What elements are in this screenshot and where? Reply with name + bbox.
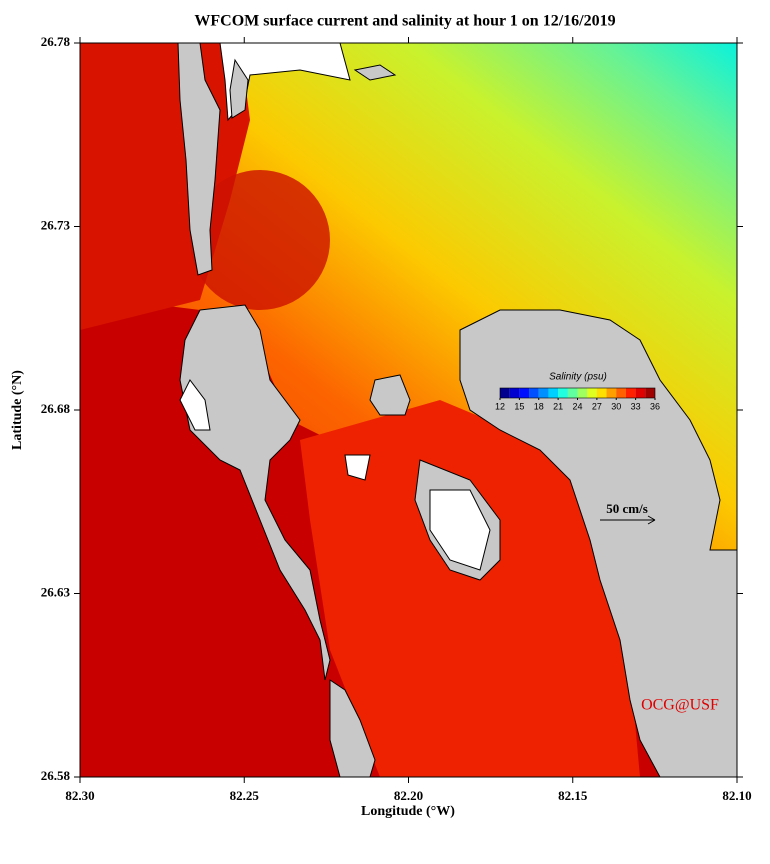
- scale-arrow: [600, 515, 656, 525]
- x-axis-label: Longitude (°W): [361, 804, 455, 819]
- x-tick-label: 82.10: [722, 788, 751, 803]
- colorbar-segment: [519, 388, 530, 398]
- colorbar-segment: [596, 388, 607, 398]
- colorbar-segment: [558, 388, 568, 398]
- colorbar-segment: [548, 388, 559, 398]
- colorbar-segment: [538, 388, 549, 398]
- y-axis-label: Latitude (°N): [10, 370, 25, 450]
- colorbar-tick-label: 24: [572, 401, 582, 411]
- colorbar-segment: [577, 388, 588, 398]
- y-tick-label: 26.58: [41, 768, 71, 783]
- colorbar-segment: [500, 388, 510, 398]
- colorbar-segment: [587, 388, 597, 398]
- colorbar-tick-label: 30: [611, 401, 621, 411]
- colorbar-tick-label: 18: [534, 401, 544, 411]
- credit: OCG@USF: [641, 697, 719, 714]
- colorbar-tick-label: 12: [495, 401, 505, 411]
- y-tick-label: 26.73: [41, 217, 71, 232]
- colorbar-tick-label: 33: [631, 401, 641, 411]
- colorbar-segment: [529, 388, 539, 398]
- y-tick-label: 26.63: [41, 584, 71, 599]
- x-tick-label: 82.15: [558, 788, 588, 803]
- land: [177, 43, 737, 777]
- colorbar-tick-label: 27: [592, 401, 602, 411]
- colorbar-segment: [509, 388, 520, 398]
- colorbar-title: Salinity (psu): [549, 372, 607, 383]
- colorbar-segment: [645, 388, 655, 398]
- scale-label: 50 cm/s: [606, 501, 648, 516]
- colorbar-tick-label: 15: [514, 401, 524, 411]
- y-tick-label: 26.68: [41, 401, 71, 416]
- colorbar-tick-label: 36: [650, 401, 660, 411]
- x-tick-label: 82.20: [394, 788, 423, 803]
- x-tick-label: 82.25: [230, 788, 260, 803]
- x-tick-label: 82.30: [65, 788, 94, 803]
- colorbar-segment: [567, 388, 578, 398]
- colorbar-segment: [635, 388, 646, 398]
- colorbar-segment: [625, 388, 636, 398]
- colorbar-tick-label: 21: [553, 401, 563, 411]
- y-tick-label: 26.78: [41, 34, 71, 49]
- colorbar-segment: [616, 388, 626, 398]
- colorbar-segment: [606, 388, 617, 398]
- title: WFCOM surface current and salinity at ho…: [194, 13, 615, 30]
